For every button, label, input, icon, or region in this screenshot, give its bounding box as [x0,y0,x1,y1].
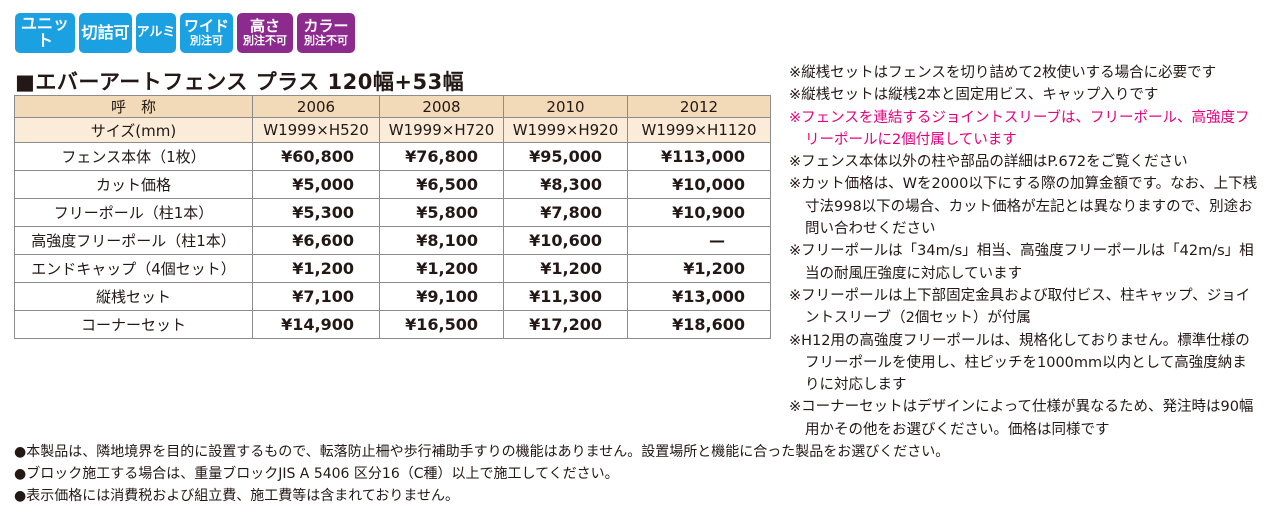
size-cell: W1999×H920 [503,117,628,143]
price-cell: ¥6,600 [252,226,380,255]
size-cell: W1999×H520 [252,117,380,143]
header-cell: 2006 [252,95,380,118]
table-row: フェンス本体（1枚） ¥60,800 ¥76,800 ¥95,000 ¥113,… [14,142,771,171]
price-cell: ¥5,800 [379,198,504,227]
row-label: コーナーセット [14,310,253,339]
badge-wide-sub: 別注可 [190,34,223,48]
note-item-highlight: ※フェンスを連結するジョイントスリーブは、フリーポール、高強度フリーポールに2個… [789,109,1250,148]
price-cell: ¥1,200 [379,254,504,283]
price-cell: ¥6,500 [379,170,504,199]
footer-note: ●表示価格には消費税および組立費、施工費等は含まれておりません。 [14,488,459,504]
footer-note: ●本製品は、隣地境界を目的に設置するもので、転落防止柵や歩行補助手すりの機能はあ… [14,444,950,460]
table-row: フリーポール（柱1本） ¥5,300 ¥5,800 ¥7,800 ¥10,900 [14,198,771,227]
row-label: エンドキャップ（4個セット） [14,254,253,283]
price-cell: ¥13,000 [627,282,771,311]
row-label: フェンス本体（1枚） [14,142,253,171]
badge-color-label: カラー [303,17,349,36]
header-cell: 2012 [627,95,771,118]
badge-aluminum-label: アルミ [136,25,176,41]
note-item: ※縦桟セットは縦桟2本と固定用ビス、キャップ入りです [789,87,1159,104]
footer-note: ●ブロック施工する場合は、重量ブロックJIS A 5406 区分16（C種）以上… [14,466,619,482]
product-title: ■エバーアートフェンス プラス 120幅+53幅 [15,70,465,94]
size-cell: W1999×H720 [379,117,504,143]
price-cell: ¥1,200 [252,254,380,283]
table-row: 縦桟セット ¥7,100 ¥9,100 ¥11,300 ¥13,000 [14,282,771,311]
price-cell: ¥60,800 [252,142,380,171]
badge-unit: ユニット [15,13,75,53]
badge-color-sub: 別注不可 [304,34,348,48]
row-label: 縦桟セット [14,282,253,311]
badge-cuttable: 切詰可 [79,13,132,53]
price-cell: ¥16,500 [379,310,504,339]
price-cell: — [627,226,771,255]
price-cell: ¥7,800 [503,198,628,227]
price-cell: ¥7,100 [252,282,380,311]
price-cell: ¥95,000 [503,142,628,171]
note-item: ※縦桟セットはフェンスを切り詰めて2枚使いする場合に必要です [789,65,1217,81]
badge-height-sub: 別注不可 [243,34,287,48]
table-row: カット価格 ¥5,000 ¥6,500 ¥8,300 ¥10,000 [14,170,771,199]
price-cell: ¥1,200 [503,254,628,283]
price-cell: ¥10,000 [627,170,771,199]
row-label: カット価格 [14,170,253,199]
table-header-row: 呼 称 2006 2008 2010 2012 [14,95,771,118]
footer-notes: ●本製品は、隣地境界を目的に設置するもので、転落防止柵や歩行補助手すりの機能はあ… [14,441,949,507]
size-cell: W1999×H1120 [627,117,771,143]
row-label: 高強度フリーポール（柱1本） [14,226,253,255]
note-item: ※フェンス本体以外の柱や部品の詳細はP.672をご覧ください [789,154,1188,171]
price-cell: ¥8,100 [379,226,504,255]
header-cell: 2008 [379,95,504,118]
table-row: 高強度フリーポール（柱1本） ¥6,600 ¥8,100 ¥10,600 — [14,226,771,255]
header-cell: 呼 称 [14,95,253,118]
price-cell: ¥14,900 [252,310,380,339]
table-row: コーナーセット ¥14,900 ¥16,500 ¥17,200 ¥18,600 [14,310,771,339]
price-cell: ¥113,000 [627,142,771,171]
price-cell: ¥5,300 [252,198,380,227]
price-cell: ¥17,200 [503,310,628,339]
price-cell: ¥9,100 [379,282,504,311]
price-cell: ¥5,000 [252,170,380,199]
badge-wide: ワイド 別注可 [180,13,233,53]
badge-height: 高さ 別注不可 [237,13,293,53]
price-cell: ¥76,800 [379,142,504,171]
notes-list: ※縦桟セットはフェンスを切り詰めて2枚使いする場合に必要です ※縦桟セットは縦桟… [789,62,1261,441]
table-row: エンドキャップ（4個セット） ¥1,200 ¥1,200 ¥1,200 ¥1,2… [14,254,771,283]
row-label: フリーポール（柱1本） [14,198,253,227]
badge-cuttable-label: 切詰可 [81,22,130,42]
note-item: ※H12用の高強度フリーポールは、規格化しておりません。標準仕様のフリーポールを… [789,332,1250,394]
badge-unit-label: ユニット [20,14,69,50]
feature-badges: ユニット 切詰可 アルミ ワイド 別注可 高さ 別注不可 カラー 別注不可 [15,13,355,53]
note-item: ※フリーポールは上下部固定金具および取付ビス、柱キャップ、ジョイントスリーブ（2… [789,287,1251,327]
price-cell: ¥8,300 [503,170,628,199]
price-cell: ¥10,900 [627,198,771,227]
header-cell: 2010 [503,95,628,118]
size-label: サイズ(mm) [14,117,253,143]
price-table: 呼 称 2006 2008 2010 2012 サイズ(mm) W1999×H5… [14,95,771,339]
badge-height-label: 高さ [249,17,280,36]
price-cell: ¥18,600 [627,310,771,339]
price-cell: ¥11,300 [503,282,628,311]
size-row: サイズ(mm) W1999×H520 W1999×H720 W1999×H920… [14,117,771,143]
price-cell: ¥1,200 [627,254,771,283]
badge-wide-label: ワイド [183,17,229,36]
note-item: ※コーナーセットはデザインによって仕様が異なるため、発注時は90幅用かその他をお… [789,399,1254,438]
note-item: ※フリーポールは「34m/s」相当、高強度フリーポールは「42m/s」相当の耐風… [789,243,1254,282]
badge-aluminum: アルミ [136,13,176,53]
price-cell: ¥10,600 [503,226,628,255]
note-item: ※カット価格は、Wを2000以下にする際の加算金額です。なお、上下桟寸法998以… [789,176,1258,238]
badge-color: カラー 別注不可 [297,13,355,53]
